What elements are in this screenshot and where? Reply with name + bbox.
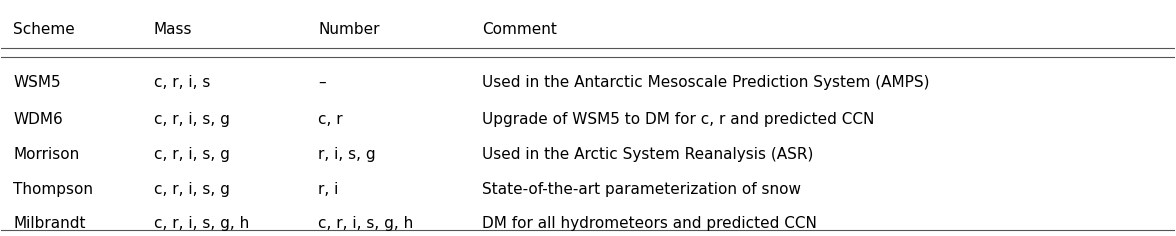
- Text: c, r: c, r: [319, 112, 342, 127]
- Text: c, r, i, s, g: c, r, i, s, g: [154, 112, 229, 127]
- Text: c, r, i, s, g, h: c, r, i, s, g, h: [154, 216, 249, 231]
- Text: –: –: [319, 75, 326, 90]
- Text: Thompson: Thompson: [13, 181, 93, 197]
- Text: r, i: r, i: [319, 181, 339, 197]
- Text: c, r, i, s: c, r, i, s: [154, 75, 211, 90]
- Text: WDM6: WDM6: [13, 112, 62, 127]
- Text: Morrison: Morrison: [13, 147, 79, 162]
- Text: Used in the Antarctic Mesoscale Prediction System (AMPS): Used in the Antarctic Mesoscale Predicti…: [482, 75, 930, 90]
- Text: Milbrandt: Milbrandt: [13, 216, 86, 231]
- Text: Scheme: Scheme: [13, 22, 75, 37]
- Text: c, r, i, s, g: c, r, i, s, g: [154, 181, 229, 197]
- Text: Number: Number: [319, 22, 380, 37]
- Text: c, r, i, s, g, h: c, r, i, s, g, h: [319, 216, 414, 231]
- Text: Upgrade of WSM5 to DM for c, r and predicted CCN: Upgrade of WSM5 to DM for c, r and predi…: [482, 112, 875, 127]
- Text: WSM5: WSM5: [13, 75, 61, 90]
- Text: State-of-the-art parameterization of snow: State-of-the-art parameterization of sno…: [482, 181, 801, 197]
- Text: Mass: Mass: [154, 22, 193, 37]
- Text: r, i, s, g: r, i, s, g: [319, 147, 376, 162]
- Text: DM for all hydrometeors and predicted CCN: DM for all hydrometeors and predicted CC…: [482, 216, 817, 231]
- Text: c, r, i, s, g: c, r, i, s, g: [154, 147, 229, 162]
- Text: Used in the Arctic System Reanalysis (ASR): Used in the Arctic System Reanalysis (AS…: [482, 147, 814, 162]
- Text: Comment: Comment: [482, 22, 557, 37]
